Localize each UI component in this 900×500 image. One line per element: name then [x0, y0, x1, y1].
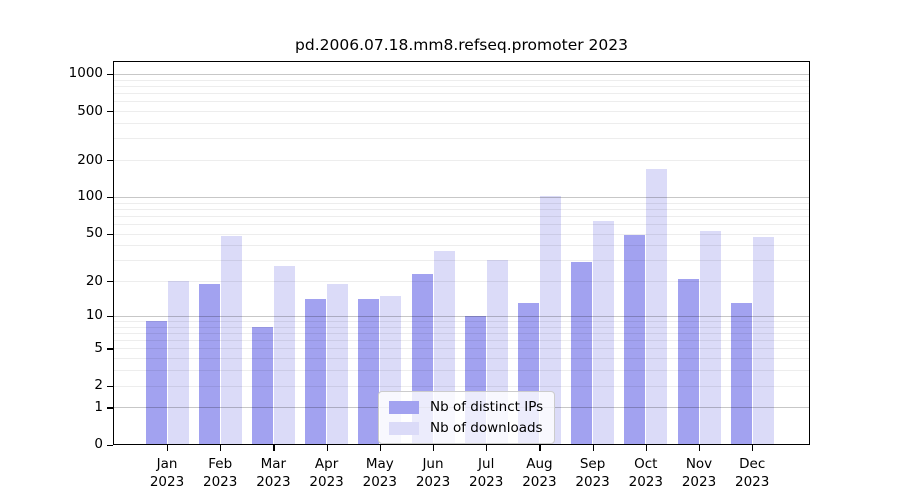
- bar-nb-of-distinct-ips-jan-2023: [145, 321, 167, 445]
- x-tick-oct-2023: [645, 444, 647, 451]
- x-tick-jan-2023: [167, 444, 169, 451]
- x-tick-label-sep-2023: Sep 2023: [575, 455, 610, 490]
- y-tick-label-1000: 1000: [68, 65, 103, 82]
- chart-title: pd.2006.07.18.mm8.refseq.promoter 2023: [295, 36, 628, 54]
- bar-nb-of-distinct-ips-nov-2023: [677, 278, 699, 445]
- y-tick-label-2: 2: [94, 377, 103, 394]
- x-tick-label-feb-2023: Feb 2023: [203, 455, 238, 490]
- gridline-major-100: [113, 196, 810, 198]
- bar-nb-of-downloads-dec-2023: [752, 236, 774, 445]
- bar-nb-of-distinct-ips-feb-2023: [198, 283, 220, 445]
- y-tick-10: [107, 315, 113, 318]
- gridline-minor-200: [113, 160, 810, 162]
- bar-nb-of-downloads-feb-2023: [220, 235, 242, 445]
- y-tick-20: [107, 281, 113, 283]
- legend-item-ips: Nb of distinct IPs: [389, 399, 543, 415]
- x-tick-label-jan-2023: Jan 2023: [149, 455, 185, 490]
- y-tick-label-20: 20: [85, 272, 103, 289]
- x-tick-label-jul-2023: Jul 2023: [469, 455, 504, 490]
- x-tick-label-nov-2023: Nov 2023: [681, 455, 717, 490]
- x-tick-mar-2023: [273, 444, 275, 451]
- y-tick-label-200: 200: [77, 151, 103, 168]
- legend-label-ips: Nb of distinct IPs: [430, 399, 544, 415]
- y-tick-200: [107, 160, 113, 162]
- bar-nb-of-distinct-ips-apr-2023: [305, 299, 327, 445]
- y-tick-1: [107, 407, 113, 409]
- x-tick-dec-2023: [752, 444, 754, 451]
- y-tick-label-1: 1: [94, 398, 103, 415]
- x-tick-jul-2023: [486, 444, 488, 451]
- x-tick-label-jun-2023: Jun 2023: [415, 455, 451, 490]
- bar-nb-of-downloads-sep-2023: [593, 220, 615, 445]
- bar-nb-of-downloads-jan-2023: [167, 281, 189, 445]
- y-tick-label-0: 0: [94, 436, 103, 452]
- gridline-minor-800: [113, 85, 810, 87]
- y-tick-500: [107, 111, 113, 113]
- y-tick-0: [107, 444, 113, 446]
- gridline-major-1000: [113, 73, 810, 75]
- bar-nb-of-distinct-ips-sep-2023: [571, 262, 593, 445]
- gridline-minor-80: [113, 208, 810, 210]
- y-tick-label-10: 10: [85, 307, 103, 324]
- y-tick-label-100: 100: [77, 188, 103, 205]
- bar-nb-of-distinct-ips-oct-2023: [624, 234, 646, 445]
- x-tick-feb-2023: [220, 444, 222, 451]
- gridline-minor-700: [113, 93, 810, 95]
- gridline-minor-600: [113, 101, 810, 103]
- bar-nb-of-distinct-ips-may-2023: [358, 299, 380, 445]
- x-tick-label-may-2023: May 2023: [362, 455, 397, 490]
- bar-nb-of-downloads-mar-2023: [273, 265, 295, 445]
- legend: Nb of distinct IPs Nb of downloads: [378, 391, 556, 444]
- bar-nb-of-downloads-apr-2023: [327, 283, 349, 445]
- y-tick-1000: [107, 73, 113, 76]
- y-tick-100: [107, 196, 113, 199]
- x-tick-label-oct-2023: Oct 2023: [628, 455, 663, 490]
- y-tick-50: [107, 233, 113, 235]
- gridline-minor-300: [113, 138, 810, 140]
- legend-item-downloads: Nb of downloads: [389, 420, 543, 436]
- gridline-minor-900: [113, 79, 810, 81]
- bar-nb-of-downloads-oct-2023: [646, 168, 668, 445]
- bar-nb-of-downloads-nov-2023: [699, 230, 721, 445]
- legend-swatch-ips: [389, 400, 419, 414]
- y-tick-2: [107, 385, 113, 387]
- x-tick-aug-2023: [539, 444, 541, 451]
- x-tick-apr-2023: [326, 444, 328, 451]
- gridline-minor-70: [113, 215, 810, 217]
- y-tick-label-5: 5: [94, 339, 103, 356]
- x-tick-nov-2023: [699, 444, 701, 451]
- bar-nb-of-distinct-ips-mar-2023: [251, 326, 273, 445]
- gridline-minor-500: [113, 111, 810, 113]
- x-tick-label-mar-2023: Mar 2023: [256, 455, 291, 490]
- x-tick-may-2023: [379, 444, 381, 451]
- x-tick-label-dec-2023: Dec 2023: [735, 455, 770, 490]
- legend-swatch-downloads: [389, 421, 419, 435]
- bar-nb-of-distinct-ips-dec-2023: [730, 302, 752, 445]
- bar-nb-of-downloads-aug-2023: [539, 196, 561, 445]
- x-tick-label-apr-2023: Apr 2023: [309, 455, 344, 490]
- gridline-minor-90: [113, 202, 810, 204]
- y-tick-label-50: 50: [85, 225, 103, 242]
- x-tick-jun-2023: [433, 444, 435, 451]
- x-tick-sep-2023: [592, 444, 594, 451]
- x-tick-label-aug-2023: Aug 2023: [522, 455, 557, 490]
- legend-label-downloads: Nb of downloads: [430, 420, 543, 436]
- y-tick-label-500: 500: [77, 102, 103, 119]
- gridline-minor-400: [113, 123, 810, 124]
- gridline-minor-60: [113, 224, 810, 225]
- y-tick-5: [107, 348, 113, 350]
